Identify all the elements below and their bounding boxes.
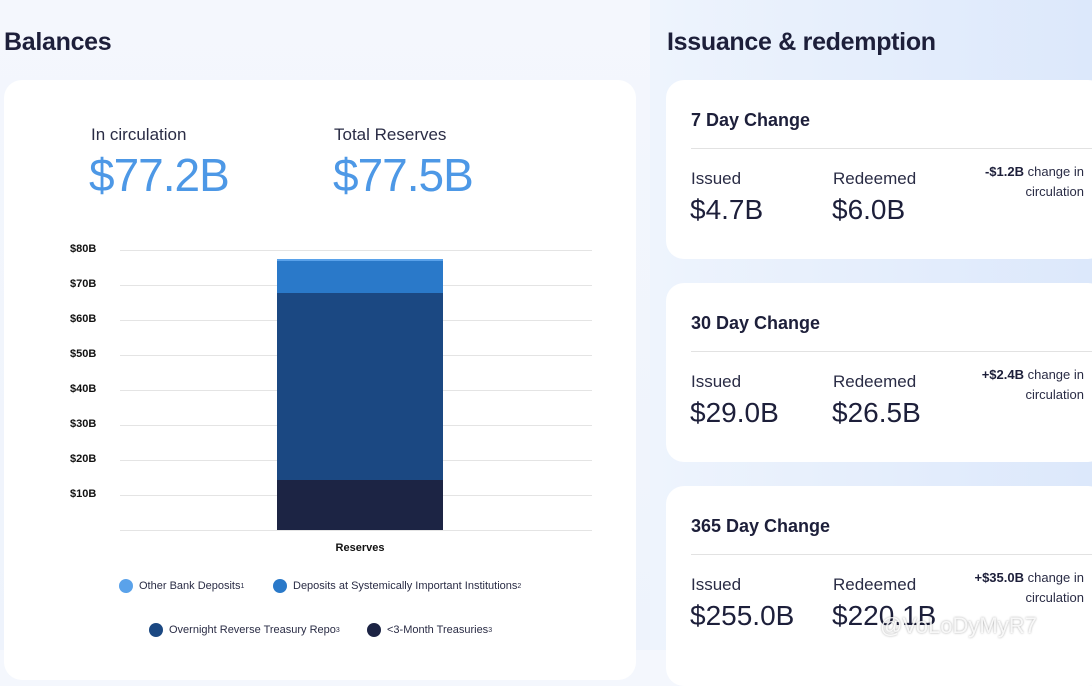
y-axis-tick-label: $20B [70,453,97,465]
x-axis-baseline [120,530,592,531]
change-card-7-day: 7 Day Change Issued $4.7B Redeemed $6.0B… [666,80,1092,259]
in-circulation-value: $77.2B [89,149,230,201]
gridline [120,250,592,251]
y-axis-tick-label: $10B [70,488,97,500]
circulation-change-text: change in circulation [1024,164,1084,199]
legend-dot-icon [149,623,163,637]
balances-title: Balances [4,28,112,56]
y-axis-tick-label: $80B [70,243,97,255]
issued-label: Issued [691,372,742,391]
issuance-title: Issuance & redemption [667,28,936,56]
circulation-change-text: change in circulation [1024,367,1084,402]
y-axis-tick-label: $40B [70,383,97,395]
circulation-change-amount: +$2.4B [981,367,1024,382]
redeemed-label: Redeemed [833,575,917,594]
issued-value: $4.7B [690,194,764,225]
circulation-change-note: +$35.0B change in circulation [954,568,1084,608]
redeemed-value: $6.0B [832,194,906,225]
legend-dot-icon [119,579,133,593]
change-card-title: 30 Day Change [691,313,821,333]
y-axis-tick-label: $60B [70,313,97,325]
x-axis-category-label: Reserves [335,542,385,554]
footnote-marker: 2 [517,582,522,590]
bar-segment [277,258,443,262]
issued-value: $29.0B [690,397,779,428]
footnote-marker: 3 [335,626,340,634]
redeemed-value: $220.1B [832,600,937,631]
legend-label: <3-Month Treasuries [387,624,489,636]
change-card-title: 7 Day Change [691,110,811,130]
legend-label: Other Bank Deposits [139,580,241,592]
circulation-change-text: change in circulation [1024,570,1084,605]
total-reserves-value: $77.5B [333,149,474,201]
change-card-30-day: 30 Day Change Issued $29.0B Redeemed $26… [666,283,1092,462]
in-circulation-label: In circulation [91,125,187,144]
issued-label: Issued [691,169,742,188]
bar-segment [277,293,443,480]
change-card-365-day: 365 Day Change Issued $255.0B Redeemed $… [666,486,1092,686]
issued-label: Issued [691,575,742,594]
y-axis-tick-label: $30B [70,418,97,430]
bar-segment [277,479,443,530]
watermark-text: @VoLoDyMyR7 [880,613,1037,638]
issued-value: $255.0B [690,600,795,631]
redeemed-label: Redeemed [833,372,917,391]
divider [691,148,1092,149]
circulation-change-note: -$1.2B change in circulation [954,162,1084,202]
divider [691,554,1092,555]
legend-dot-icon [367,623,381,637]
redeemed-label: Redeemed [833,169,917,188]
redeemed-value: $26.5B [832,397,921,428]
legend-label: Overnight Reverse Treasury Repo [169,624,336,636]
y-axis-tick-label: $50B [70,348,97,360]
legend-dot-icon [273,579,287,593]
legend-label: Deposits at Systemically Important Insti… [293,580,518,592]
circulation-change-amount: +$35.0B [974,570,1024,585]
footnote-marker: 3 [488,626,493,634]
bar-segment [277,261,443,294]
legend-item-other-bank-deposits: Other Bank Deposits 1 [119,579,244,593]
divider [691,351,1092,352]
legend-item-3-month-treasuries: <3-Month Treasuries 3 [367,623,492,637]
circulation-change-note: +$2.4B change in circulation [954,365,1084,405]
y-axis-tick-label: $70B [70,278,97,290]
footnote-marker: 1 [240,582,245,590]
change-card-title: 365 Day Change [691,516,831,536]
total-reserves-label: Total Reserves [334,125,447,144]
legend-item-overnight-reverse-repo: Overnight Reverse Treasury Repo 3 [149,623,340,637]
legend-item-deposits-systemically-important: Deposits at Systemically Important Insti… [273,579,521,593]
circulation-change-amount: -$1.2B [984,164,1024,179]
